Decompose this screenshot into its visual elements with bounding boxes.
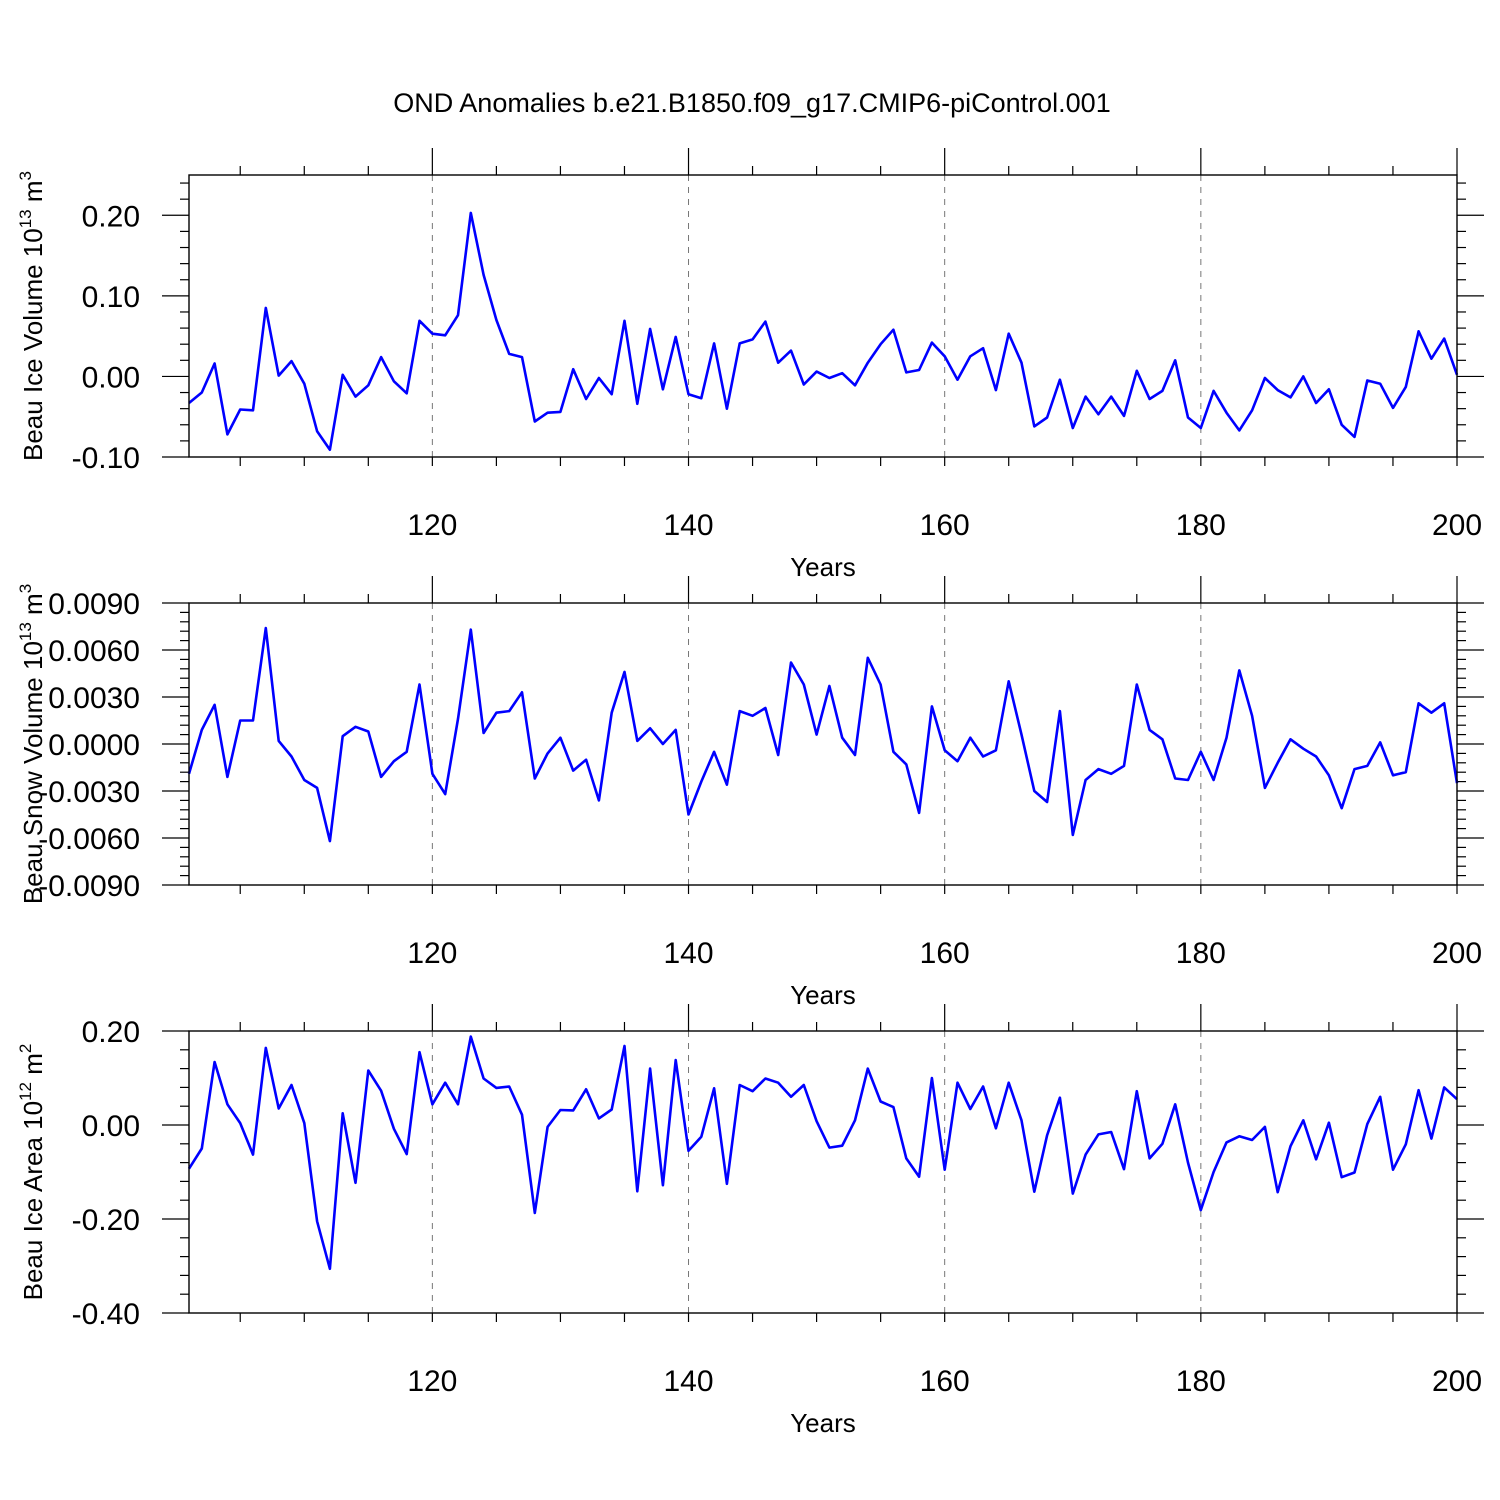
y-tick-label: -0.10: [72, 442, 140, 475]
plot-frame: [188, 602, 1458, 886]
y-tick-label: -0.40: [72, 1298, 140, 1331]
x-tick-label: 160: [920, 1365, 970, 1398]
x-axis-label: Years: [790, 1408, 856, 1438]
x-tick-label: 140: [663, 509, 713, 542]
series-line: [187, 626, 1459, 843]
x-tick-label: 140: [663, 1365, 713, 1398]
y-tick-label: -0.0060: [38, 823, 140, 856]
y-label-part: 3: [16, 171, 35, 180]
x-axis-label: Years: [790, 980, 856, 1010]
x-tick-label: 120: [407, 937, 457, 970]
y-tick-label: 0.10: [82, 281, 140, 314]
x-tick-label: 180: [1176, 937, 1226, 970]
y-tick-label: 0.00: [82, 361, 140, 394]
y-label-part: 2: [16, 1044, 35, 1053]
y-axis-label: Beau Ice Volume 1013 m3: [16, 171, 48, 461]
y-tick-label: -0.0090: [38, 870, 140, 903]
panel-1: 120 140 160 180 200 -0.10 0.00 0.10 0.20 Years Bea…: [16, 148, 1484, 582]
y-label-part: Beau Ice Area 10: [18, 1101, 48, 1300]
y-tick-label: -0.0030: [38, 776, 140, 809]
y-tick-label: 0.0000: [48, 729, 140, 762]
x-tick-label: 200: [1432, 1365, 1482, 1398]
y-label-part: 13: [16, 209, 35, 228]
plot-frame: [188, 174, 1458, 458]
y-tick-label: 0.00: [82, 1110, 140, 1143]
y-label-part: 13: [16, 622, 35, 641]
panel-3: 120 140 160 180 200 -0.40 -0.20 0.00 0.20 Years Be…: [16, 1004, 1484, 1438]
x-tick-label: 180: [1176, 509, 1226, 542]
y-label-part: m: [18, 593, 48, 622]
x-tick-label: 180: [1176, 1365, 1226, 1398]
series-line: [188, 211, 1459, 452]
y-label-part: Beau Ice Volume 10: [18, 228, 48, 461]
y-tick-label: 0.20: [82, 1016, 140, 1049]
x-tick-label: 200: [1432, 937, 1482, 970]
y-axis-label: Beau Snow Volume 1013 m3: [16, 584, 48, 904]
y-tick-label: 0.20: [82, 200, 140, 233]
y-label-part: m: [18, 180, 48, 209]
x-tick-label: 200: [1432, 509, 1482, 542]
x-tick-label: 160: [920, 509, 970, 542]
y-tick-label: 0.0030: [48, 682, 140, 715]
y-label-part: m: [18, 1053, 48, 1082]
x-tick-label: 160: [920, 937, 970, 970]
x-tick-label: 140: [663, 937, 713, 970]
chart-title: OND Anomalies b.e21.B1850.f09_g17.CMIP6-…: [393, 88, 1110, 118]
y-tick-label: -0.20: [72, 1204, 140, 1237]
plot-frame: [188, 1030, 1458, 1314]
y-label-part: Beau Snow Volume 10: [18, 641, 48, 904]
series-line: [187, 1035, 1458, 1271]
y-label-part: 12: [16, 1082, 35, 1101]
panel-2: 120 140 160 180 200 -0.0090 -0.0060 -0.0030 0.00…: [16, 576, 1484, 1010]
x-axis-label: Years: [790, 552, 856, 582]
x-tick-label: 120: [407, 509, 457, 542]
y-tick-label: 0.0090: [48, 588, 140, 621]
x-tick-label: 120: [407, 1365, 457, 1398]
y-axis-label: Beau Ice Area 1012 m2: [16, 1044, 48, 1301]
y-tick-label: 0.0060: [48, 635, 140, 668]
y-label-part: 3: [16, 584, 35, 593]
